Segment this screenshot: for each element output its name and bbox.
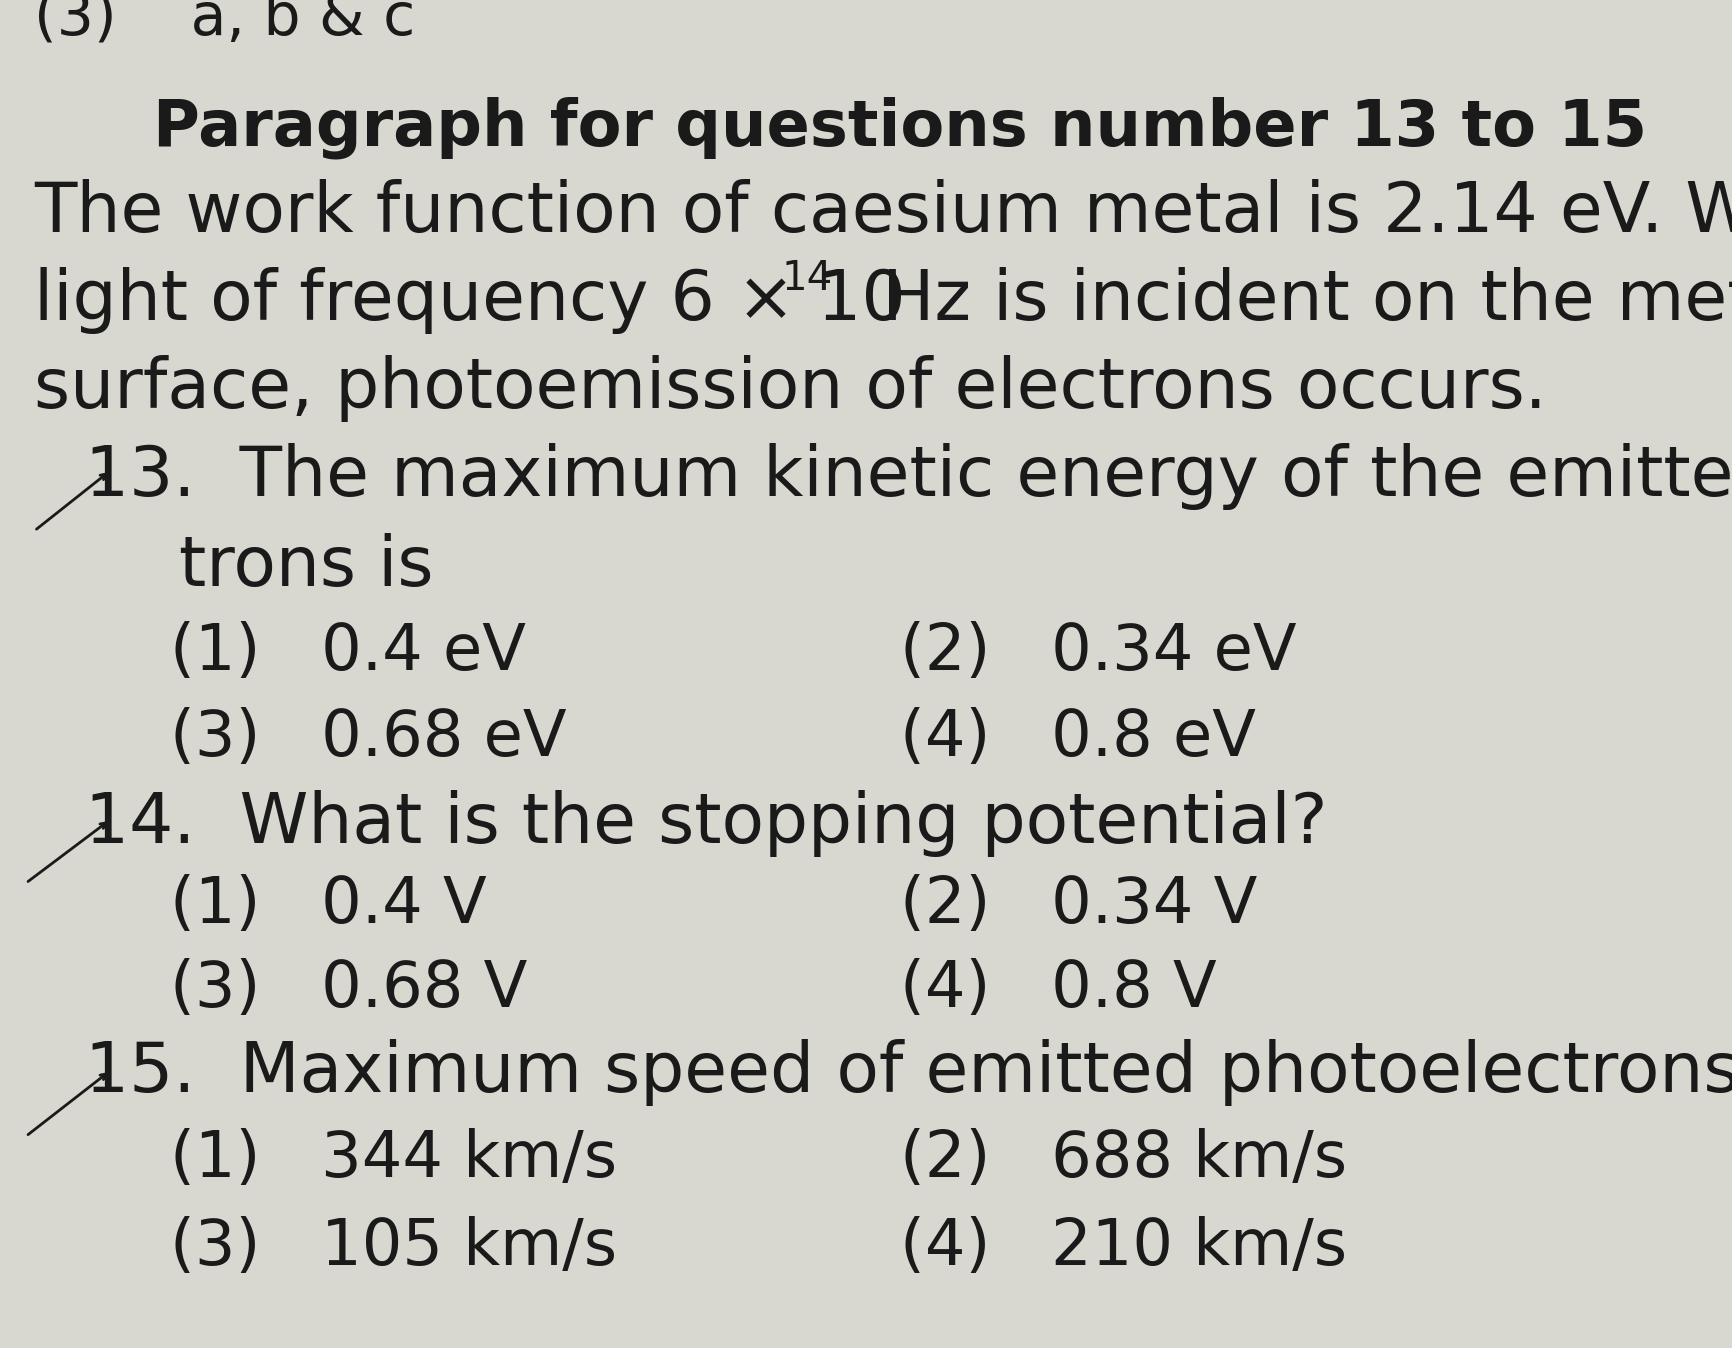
Text: (4)   0.8 eV: (4) 0.8 eV [901,706,1256,768]
Text: 14.  What is the stopping potential?: 14. What is the stopping potential? [85,790,1327,856]
Text: surface, photoemission of electrons occurs.: surface, photoemission of electrons occu… [35,355,1547,422]
Text: light of frequency 6 × 10: light of frequency 6 × 10 [35,267,906,334]
Text: Hz is incident on the metal: Hz is incident on the metal [859,267,1732,334]
Text: Paragraph for questions number 13 to 15: Paragraph for questions number 13 to 15 [154,96,1647,159]
Text: (2)   0.34 eV: (2) 0.34 eV [901,621,1296,683]
Text: 15.  Maximum speed of emitted photoelectrons is: 15. Maximum speed of emitted photoelectr… [85,1039,1732,1107]
Text: (3)   105 km/s: (3) 105 km/s [170,1216,617,1278]
Text: The work function of caesium metal is 2.14 eV. When: The work function of caesium metal is 2.… [35,178,1732,245]
Text: (1)   344 km/s: (1) 344 km/s [170,1127,617,1189]
Text: (1)   0.4 V: (1) 0.4 V [170,875,487,937]
Text: (2)   688 km/s: (2) 688 km/s [901,1127,1347,1189]
Text: (4)   210 km/s: (4) 210 km/s [901,1216,1347,1278]
Text: (3)   0.68 eV: (3) 0.68 eV [170,706,566,768]
Text: (2)   0.34 V: (2) 0.34 V [901,875,1257,937]
Text: (3)    a, b & c: (3) a, b & c [35,0,416,46]
Text: 13.  The maximum kinetic energy of the emitted elec-: 13. The maximum kinetic energy of the em… [85,442,1732,510]
Text: (4)   0.8 V: (4) 0.8 V [901,958,1216,1020]
Text: 14: 14 [781,259,833,299]
Text: (3)   0.68 V: (3) 0.68 V [170,958,527,1020]
Text: trons is: trons is [178,532,433,600]
Text: (1)   0.4 eV: (1) 0.4 eV [170,621,527,683]
